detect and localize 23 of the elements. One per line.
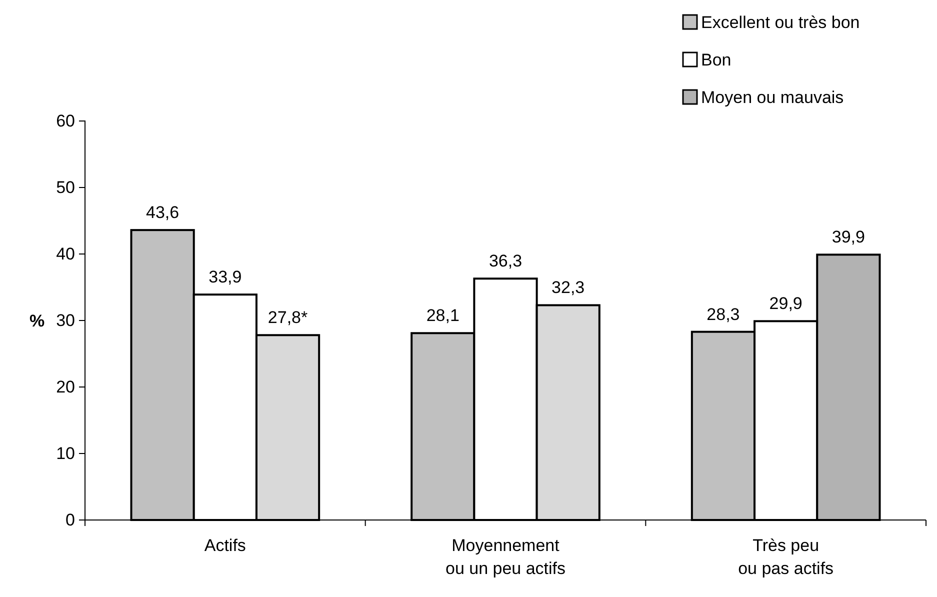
legend-label: Bon bbox=[701, 50, 732, 70]
y-tick-label: 30 bbox=[56, 310, 75, 330]
legend-label: Excellent ou très bon bbox=[701, 13, 860, 32]
data-label: 33,9 bbox=[208, 268, 242, 287]
data-label: 28,1 bbox=[426, 306, 460, 326]
y-tick-label: 0 bbox=[66, 510, 75, 530]
y-tick-label: 10 bbox=[56, 444, 75, 463]
x-tick-label: Très peu ou pas actifs bbox=[738, 536, 834, 578]
y-tick-label: 20 bbox=[56, 377, 75, 396]
data-label: 43,6 bbox=[146, 203, 180, 222]
data-label: 29,9 bbox=[769, 294, 802, 314]
y-axis-title: % bbox=[29, 312, 45, 330]
y-tick-label: 40 bbox=[56, 244, 75, 264]
y-tick-label: 50 bbox=[56, 178, 75, 197]
x-tick-label: Moyennement ou un peu actifs bbox=[445, 536, 566, 578]
data-label: 39,9 bbox=[832, 228, 865, 247]
data-label: 28,3 bbox=[706, 304, 740, 324]
data-label: 32,3 bbox=[552, 278, 585, 298]
legend-label: Moyen ou mauvais bbox=[701, 88, 844, 107]
y-tick-label: 60 bbox=[56, 111, 75, 130]
data-label: 27,8* bbox=[268, 308, 308, 328]
data-label: 36,3 bbox=[488, 252, 522, 271]
x-tick-label: Actifs bbox=[204, 536, 246, 555]
